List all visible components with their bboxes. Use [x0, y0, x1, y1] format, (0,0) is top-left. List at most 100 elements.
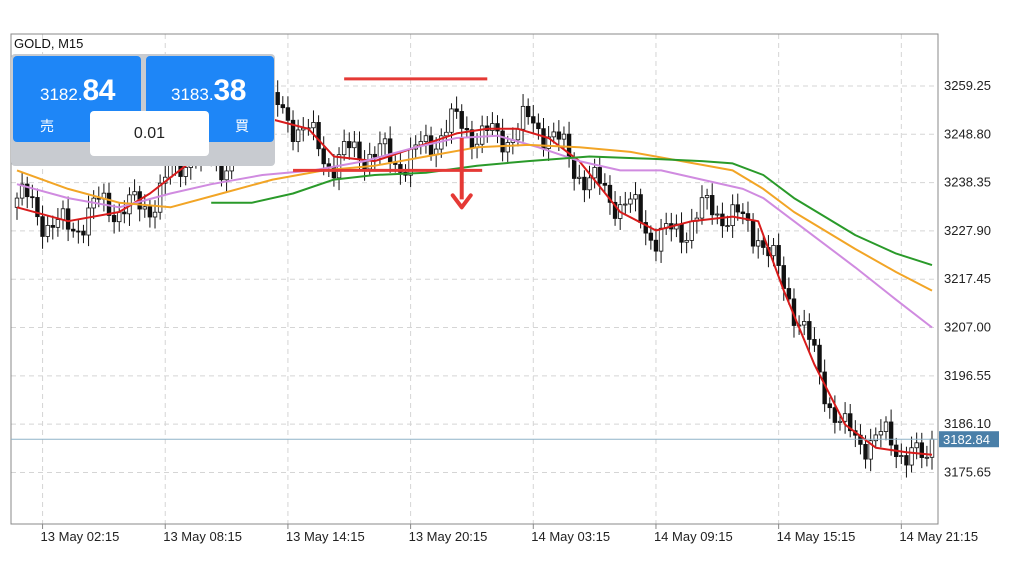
candle-body — [357, 141, 362, 161]
candle-body — [459, 111, 464, 129]
candle-body — [331, 166, 337, 179]
candle-body — [295, 129, 301, 142]
candle-body — [352, 141, 357, 149]
candle-body — [423, 135, 429, 142]
candle-body — [65, 208, 71, 230]
candle-body — [699, 197, 705, 219]
candle-body — [531, 116, 536, 124]
lot-size-input[interactable]: 0.01 — [90, 111, 209, 156]
candle-body — [807, 321, 812, 340]
candle-body — [132, 191, 137, 196]
candle-body — [495, 123, 500, 132]
candle-body — [832, 407, 838, 423]
y-tick-label: 3248.80 — [944, 126, 991, 141]
candle-body — [761, 240, 766, 248]
candle-body — [81, 230, 86, 236]
buy-label: 買 — [235, 118, 249, 134]
plot-frame — [10, 33, 939, 525]
candle-body — [387, 138, 393, 163]
x-tick-label: 13 May 14:15 — [286, 529, 365, 544]
candle-body — [720, 213, 725, 227]
candle-body — [40, 216, 45, 237]
x-tick-label: 14 May 09:15 — [654, 529, 733, 544]
candle-body — [653, 239, 659, 252]
candle-body — [873, 434, 878, 442]
candle-body — [117, 211, 122, 223]
candle-body — [546, 136, 551, 149]
candle-body — [122, 211, 127, 215]
y-tick-label: 3196.55 — [944, 368, 991, 383]
candle-body — [633, 194, 638, 200]
candle-body — [842, 413, 848, 422]
candle-body — [35, 197, 40, 218]
candle-body — [71, 228, 76, 232]
candle-body — [888, 421, 894, 446]
candle-body — [648, 232, 654, 241]
candle-body — [802, 321, 807, 326]
candle-body — [899, 455, 904, 458]
candle-body — [909, 447, 914, 466]
candle-body — [643, 222, 648, 234]
candle-body — [152, 211, 158, 218]
moving-average-2 — [16, 134, 933, 329]
candle-body — [715, 213, 720, 216]
candle-body — [469, 129, 475, 149]
current-price-tag — [939, 431, 999, 448]
buy-price-pips: 38 — [213, 74, 247, 107]
candle-body — [449, 108, 454, 133]
candle-body — [290, 119, 296, 142]
candle-body — [704, 195, 710, 199]
candle-body — [168, 163, 173, 178]
candle-body — [577, 176, 582, 179]
candle-body — [377, 143, 383, 158]
candle-body — [628, 198, 633, 205]
candle-body — [689, 220, 694, 241]
candle-body — [571, 157, 577, 179]
candle-body — [587, 177, 592, 191]
candle-body — [19, 183, 25, 199]
candle-body — [623, 203, 628, 206]
candle-body — [25, 183, 30, 198]
x-tick-label: 14 May 21:15 — [899, 529, 978, 544]
candle-body — [311, 122, 316, 129]
candle-body — [428, 135, 434, 156]
annotation-arrow-head — [450, 193, 473, 210]
candle-body — [520, 105, 526, 130]
candle-body — [776, 245, 781, 266]
x-tick-label: 14 May 03:15 — [531, 529, 610, 544]
candle-body — [525, 105, 531, 118]
candle-body — [505, 142, 510, 153]
candle-body — [30, 196, 35, 199]
candle-body — [347, 141, 352, 149]
candle-body — [147, 206, 153, 218]
candle-body — [848, 413, 853, 432]
candle-body — [551, 131, 556, 138]
candle-body — [817, 344, 822, 373]
candle-body — [709, 195, 715, 216]
candle-body — [321, 148, 326, 165]
candle-body — [725, 225, 730, 228]
candle-body — [14, 197, 20, 208]
y-tick-label: 3217.45 — [944, 271, 991, 286]
moving-average-3 — [16, 143, 933, 292]
sell-label: 売 — [40, 118, 54, 134]
candle-body — [750, 219, 756, 247]
candle-body — [500, 130, 505, 153]
candle-body — [556, 131, 562, 140]
candle-body — [597, 167, 602, 184]
candle-body — [638, 194, 643, 223]
candle-body — [812, 339, 817, 346]
candle-body — [878, 431, 884, 436]
candle-body — [142, 206, 147, 210]
symbol-label: GOLD, M15 — [14, 36, 84, 51]
candle-body — [183, 167, 188, 177]
y-tick-label: 3207.00 — [944, 320, 991, 335]
candle-body — [786, 288, 792, 300]
candle-body — [607, 184, 613, 203]
candle-body — [904, 455, 909, 466]
x-tick-label: 13 May 02:15 — [41, 529, 120, 544]
candle-body — [50, 225, 55, 228]
candle-body — [924, 456, 930, 459]
candle-body — [45, 225, 50, 237]
candle-body — [684, 240, 689, 243]
